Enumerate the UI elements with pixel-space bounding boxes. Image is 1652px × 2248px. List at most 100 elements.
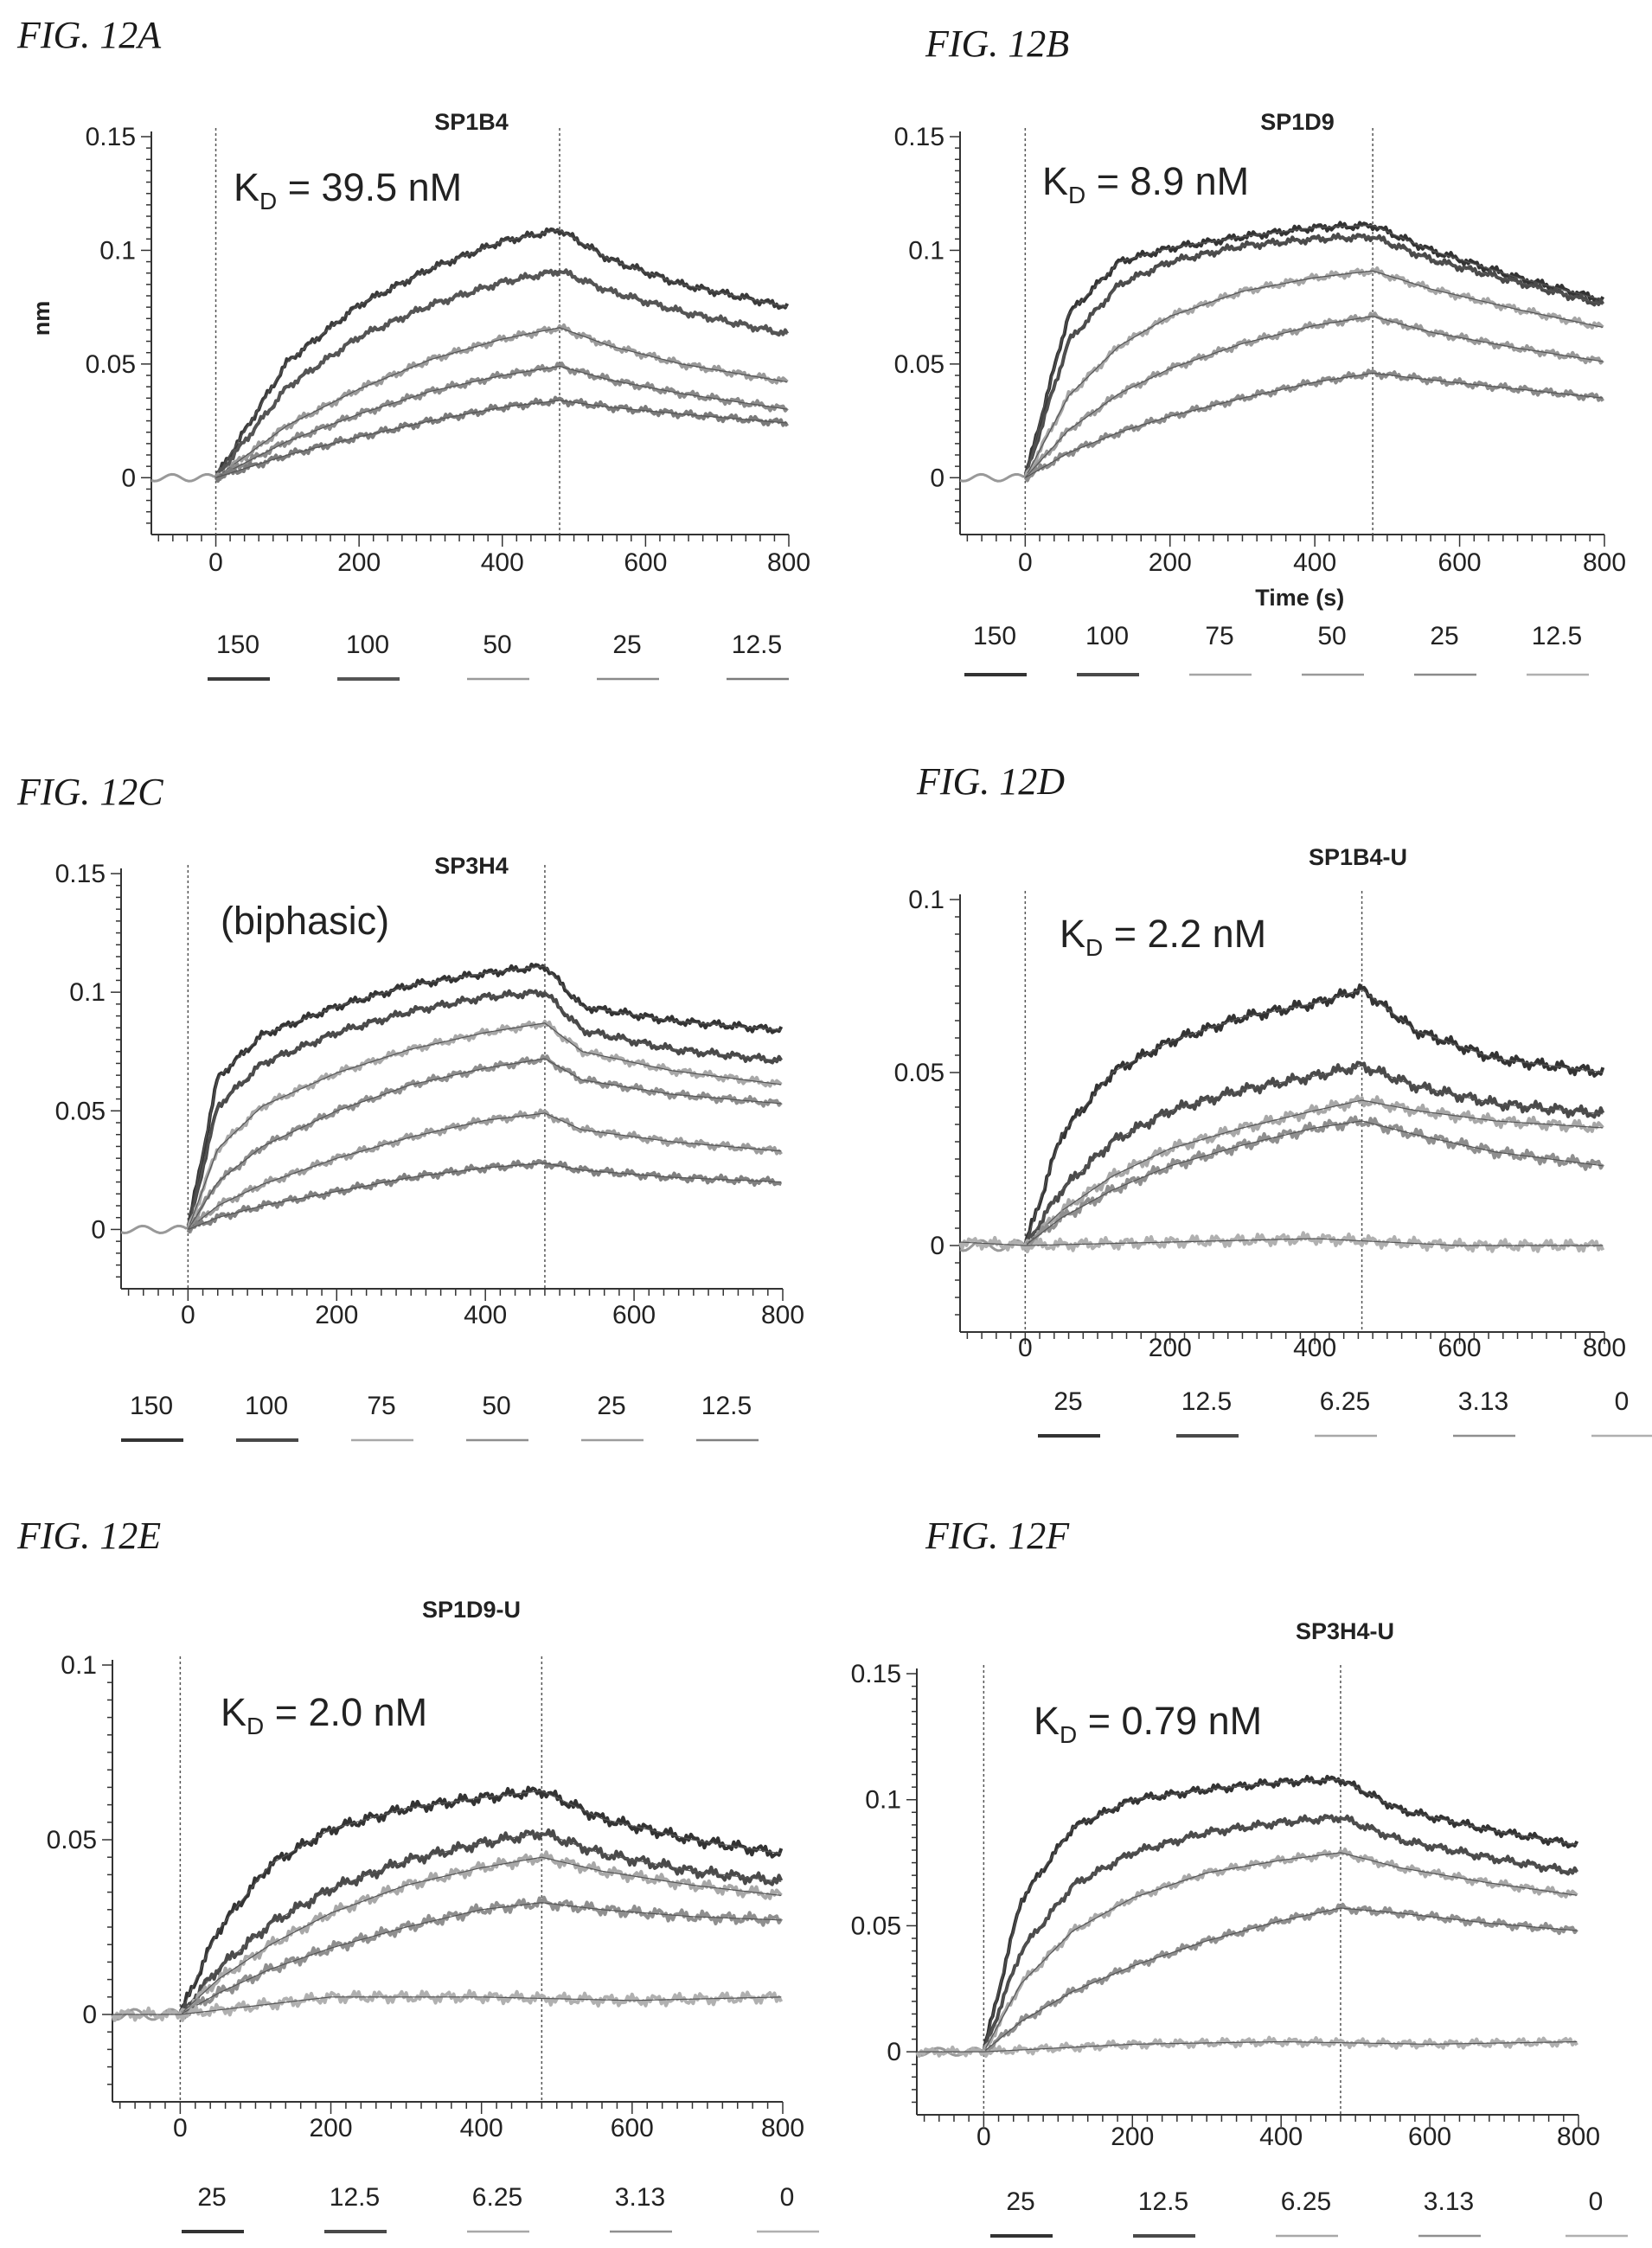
panel-E: FIG. 12E SP1D9-U 0 200 400 600 800 0 0.05 0.1 KD =… [16,1515,819,2233]
series-fit-6.25 [1024,1099,1604,1246]
y-tick-label: 0.15 [86,123,136,151]
series-fit-50 [215,327,788,478]
series-trace-6.25 [982,1848,1578,2053]
panel-title: SP3H4-U [1296,1618,1394,1644]
legend-label: 3.13 [615,2183,665,2212]
x-tick-label: 400 [1293,548,1336,577]
series-trace-25 [186,1108,783,1234]
figure-label: FIG. 12E [16,1515,161,1557]
series-trace-25 [178,1785,784,2015]
series-fit-3.13 [983,1907,1578,2053]
series-fit-6.25 [983,1852,1578,2053]
legend-label: 25 [197,2183,226,2212]
kd-annotation: KD = 39.5 nM [234,165,462,215]
series-fit-12.5 [983,1816,1578,2053]
y-tick-label: 0.1 [69,978,106,1007]
series-trace-25 [215,362,789,481]
x-tick-label: 600 [624,548,667,577]
series-trace-6.25 [178,1850,783,2015]
series-trace-150 [1023,221,1605,478]
x-tick-label: 0 [173,2114,188,2142]
legend-label: 6.25 [1320,1387,1370,1416]
series-fit-100 [1024,236,1604,478]
series-trace-100 [186,989,783,1226]
series-trace-75 [186,1019,783,1230]
series-trace-3.13 [1023,1115,1605,1250]
x-tick-label: 0 [1018,548,1033,577]
series-fit-25 [1024,372,1604,478]
x-tick-label: 400 [1259,2123,1303,2151]
series-fit-0 [112,1996,782,2015]
x-tick-label: 600 [612,1301,656,1329]
series-fit-75 [187,1022,782,1230]
series-fit-25 [1024,989,1604,1246]
y-tick-label: 0 [930,1232,944,1260]
y-tick-label: 0 [82,2001,97,2029]
series-fit-150 [187,965,782,1230]
series-trace-12.5 [186,1159,783,1234]
x-tick-label: 400 [460,2114,503,2142]
y-tick-label: 0 [887,2038,901,2066]
x-tick-label: 200 [1149,548,1192,577]
y-tick-label: 0 [91,1215,106,1244]
x-tick-label: 200 [1149,1334,1192,1362]
legend-label: 25 [1430,622,1458,650]
x-tick-label: 800 [761,2114,804,2142]
series-trace-25 [1023,983,1605,1246]
x-tick-label: 200 [315,1301,358,1329]
series-fit-12.5 [1024,1065,1604,1246]
figure-label: FIG. 12B [925,22,1069,65]
legend-label: 25 [597,1392,625,1420]
legend-label: 100 [245,1392,288,1420]
series-fit-25 [215,365,788,478]
series-fit-0 [917,2040,1578,2053]
series-fit-150 [1024,224,1604,478]
series-trace-75 [1023,266,1604,478]
legend-label: 150 [216,631,259,659]
legend-label: 25 [612,631,641,659]
series-trace-12.5 [983,1814,1579,2050]
panel-A: FIG. 12A SP1B4 0 200 400 600 800 0 0.05 0.1 0.15 nm… [16,14,810,681]
y-tick-label: 0.05 [55,1097,106,1125]
panel-title: SP3H4 [434,853,509,879]
series-trace-12.5 [214,395,789,484]
panel-title: SP1D9-U [422,1597,521,1623]
legend-label: 50 [1317,622,1346,650]
legend-label: 12.5 [330,2183,380,2212]
legend-label: 100 [346,631,389,659]
panel-D: FIG. 12D SP1B4-U 0 200 400 600 800 0 0.05 0.1 KD =… [894,760,1652,1438]
kd-annotation: KD = 2.2 nM [1060,912,1266,961]
legend-label: 3.13 [1424,2187,1474,2216]
figure-label: FIG. 12D [916,760,1065,803]
x-tick-label: 600 [1408,2123,1451,2151]
series-trace-3.13 [178,1895,784,2020]
x-tick-label: 200 [337,548,381,577]
series-trace-150 [186,962,784,1230]
y-tick-label: 0.1 [61,1651,97,1680]
figure-label: FIG. 12C [16,771,163,813]
x-tick-label: 400 [481,548,524,577]
series-fit-12.5 [215,400,788,478]
legend-label: 75 [1205,622,1233,650]
series-fit-0 [959,1238,1604,1246]
series-fit-50 [187,1058,782,1230]
y-tick-label: 0.1 [99,236,136,265]
legend-label: 75 [367,1392,395,1420]
series-trace-0 [111,1989,784,2022]
panel-F: FIG. 12F SP3H4-U 0 200 400 600 800 0 0.05 0.1 0.15… [851,1515,1628,2238]
series-trace-50 [186,1054,783,1231]
baseline-trace [120,1224,188,1235]
legend-label: 50 [482,1392,510,1420]
series-fit-25 [188,1112,782,1230]
panel-title: SP1D9 [1260,109,1335,135]
legend-label: 100 [1085,622,1129,650]
series-trace-12.5 [1023,1060,1605,1245]
legend-label: 3.13 [1458,1387,1508,1416]
y-tick-label: 0.15 [55,860,106,888]
figure-label: FIG. 12A [16,14,162,56]
kd-annotation: KD = 0.79 nM [1034,1699,1262,1748]
x-tick-label: 800 [1557,2123,1600,2151]
series-fit-75 [1024,270,1604,478]
series-trace-0 [915,2035,1578,2059]
y-axis-label: nm [29,301,54,336]
